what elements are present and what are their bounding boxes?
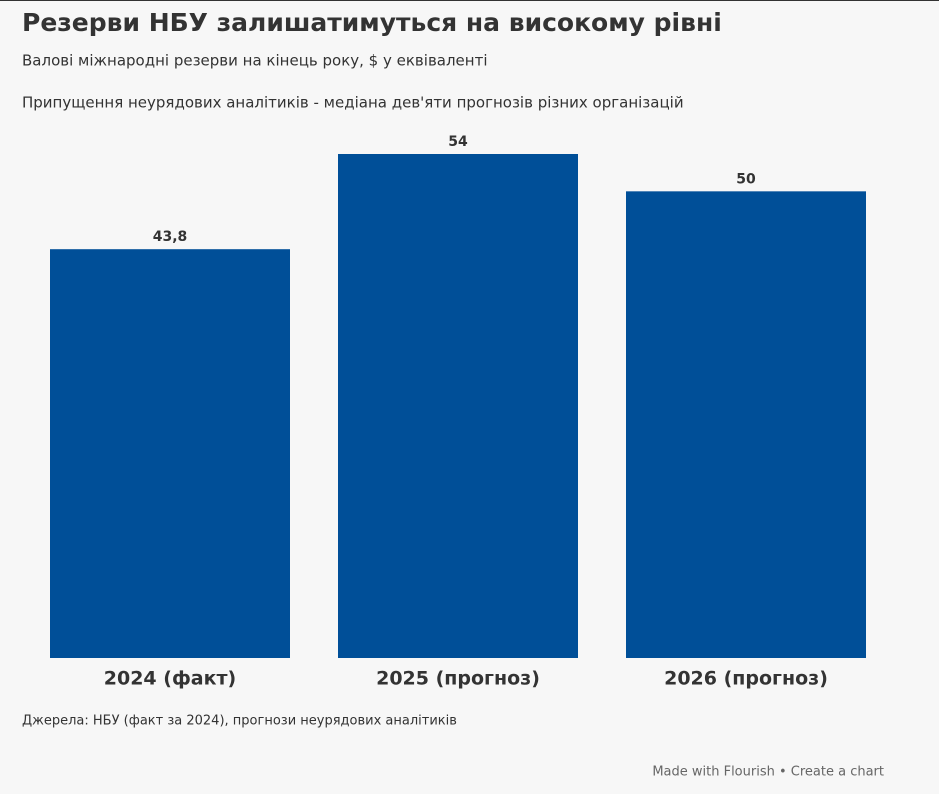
bar [626,191,866,659]
x-tick-label: 2025 (прогноз) [376,668,540,690]
chart-subtitle: Валові міжнародні резерви на кінець року… [22,52,488,70]
value-label: 43,8 [153,229,188,245]
footer-link[interactable]: Made with Flourish • Create a chart [652,765,884,780]
value-label: 54 [448,134,468,150]
x-tick-label: 2026 (прогноз) [664,668,828,690]
x-tick-label: 2024 (факт) [104,668,236,690]
chart-title: Резерви НБУ залишатимуться на високому р… [22,8,722,37]
value-label: 50 [736,171,756,187]
chart-note: Припущення неурядових аналітиків - медіа… [22,94,684,112]
bar [50,249,290,658]
source: Джерела: НБУ (факт за 2024), прогнози не… [22,714,457,729]
bar [338,154,578,658]
